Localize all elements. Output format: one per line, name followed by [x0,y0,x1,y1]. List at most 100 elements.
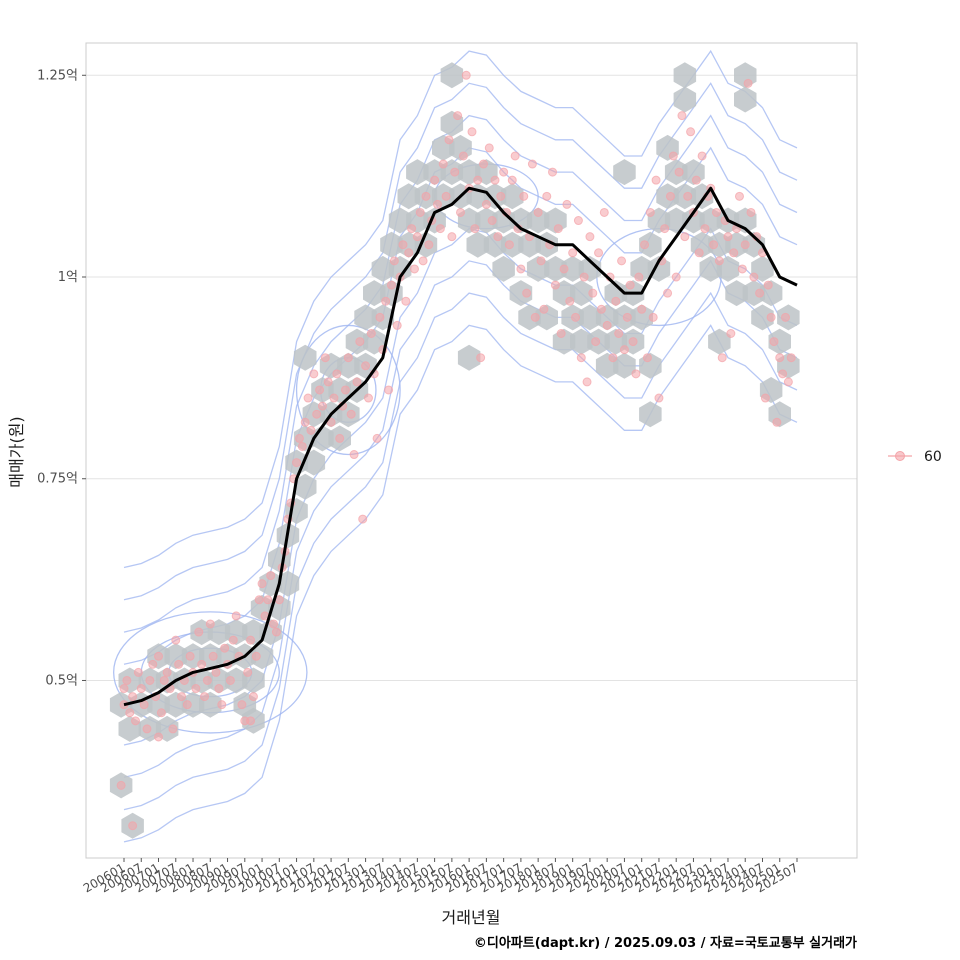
data-point [493,232,503,242]
hexbin-cell [544,255,567,282]
data-point [398,240,408,250]
data-point [248,692,258,702]
data-point [709,240,719,250]
trend-line [123,186,798,707]
hexbin-cell [501,183,524,210]
data-point [654,393,664,403]
hexbin-cell [725,280,748,307]
data-point [168,724,178,734]
data-point [251,651,261,661]
data-point [481,199,491,209]
data-point [386,280,396,290]
data-point [496,191,506,201]
data-point [614,328,624,338]
data-point [769,337,779,347]
data-point [407,224,417,234]
data-point [585,232,595,242]
data-point [668,151,678,161]
hexbin-cell [363,280,386,307]
data-point [303,393,313,403]
data-point [197,659,207,669]
data-point [665,191,675,201]
data-point [177,692,187,702]
data-point [645,207,655,217]
data-point [533,207,543,217]
data-point [237,700,247,710]
hexbin-cell [354,304,377,331]
data-point [381,296,391,306]
data-point [317,401,327,411]
data-point [450,167,460,177]
hexbin-cell [371,255,395,282]
gridlines [86,74,857,681]
data-point [424,240,434,250]
x-axis-title: 거래년월 [442,908,501,927]
data-point [571,312,581,322]
y-tick-label: 1.25억 [37,68,78,83]
hexbin-cell [302,449,326,476]
data-point [329,393,339,403]
hexbin-cell [518,304,541,331]
data-point [343,353,353,363]
data-point [755,288,765,298]
y-tick-label: 1억 [58,270,78,285]
data-point [217,700,227,710]
data-point [691,175,701,185]
hexbin-cell [561,255,584,282]
data-point [447,232,457,242]
data-point [772,417,782,427]
data-point [335,433,345,443]
data-point [358,514,368,524]
data-point [619,345,629,355]
data-point [775,353,785,363]
data-point [516,264,526,274]
data-point [479,159,489,169]
data-point [315,385,325,395]
y-tick-label: 0.75억 [37,472,78,487]
data-point [642,353,652,363]
data-point [257,579,267,589]
data-point [487,216,497,226]
hexbin-cell [475,207,498,234]
data-point [461,70,471,80]
data-point [119,684,129,694]
hexbin-cell [734,86,757,113]
data-point [539,304,549,314]
data-point [530,312,540,322]
hexbin-cell [578,304,602,331]
hexbin-cell [224,667,248,694]
data-point [714,256,724,266]
data-point [484,143,494,153]
data-point [266,571,276,581]
data-point [740,240,750,250]
data-point [389,256,399,266]
data-point [128,692,138,702]
hexbin-cell [250,643,274,670]
data-point [154,651,164,661]
y-axis-ticks: 0.5억 0.75억 1억 1.25억 [37,68,86,688]
data-point [677,111,687,121]
data-point [430,175,440,185]
data-point [660,224,670,234]
data-point [154,732,164,742]
data-point [306,425,316,435]
data-point [760,393,770,403]
data-point [220,643,230,653]
data-point [225,675,235,685]
hexbin-cell [570,328,593,355]
data-point [361,361,371,371]
data-point [453,111,463,121]
legend: 60 [888,449,942,465]
data-point [556,328,566,338]
data-point [651,175,661,185]
data-point [522,288,532,298]
data-point [401,296,411,306]
data-point [648,312,658,322]
data-point [323,377,333,387]
data-point [617,256,627,266]
data-point [766,312,776,322]
data-point [456,207,465,217]
data-point [579,272,589,282]
data-point [746,207,756,217]
data-point [263,595,273,605]
